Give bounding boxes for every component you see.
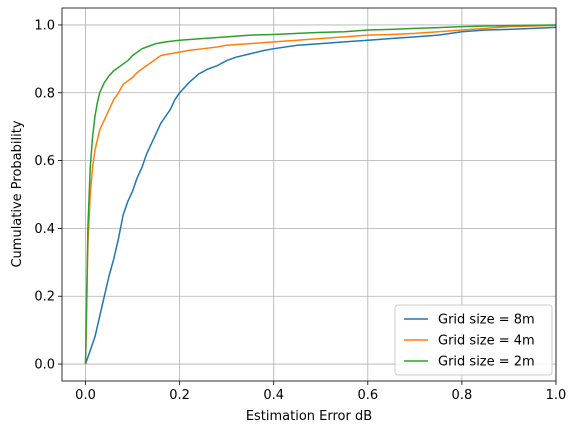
series-layer xyxy=(84,24,557,365)
legend-label: Grid size = 8m xyxy=(438,313,535,328)
y-tick-label: 0.0 xyxy=(34,358,55,373)
series-line-1 xyxy=(84,24,557,365)
x-tick-label: 0.0 xyxy=(75,388,96,403)
y-tick-label: 0.2 xyxy=(34,290,55,305)
x-tick-label: 0.8 xyxy=(452,388,473,403)
x-tick-label: 0.6 xyxy=(357,388,378,403)
legend: Grid size = 8m Grid size = 4m Grid size = … xyxy=(394,304,553,376)
y-tick-label: 0.8 xyxy=(34,86,55,101)
axes-frame xyxy=(61,7,557,382)
y-axis-ticks: 0.0 0.2 0.4 0.6 0.8 1.0 xyxy=(34,18,62,373)
y-tick-label: 0.6 xyxy=(34,154,55,169)
legend-label: Grid size = 2m xyxy=(438,355,535,370)
y-tick-label: 1.0 xyxy=(34,18,55,33)
legend-label: Grid size = 4m xyxy=(438,334,535,349)
x-tick-label: 0.4 xyxy=(263,388,284,403)
x-axis-ticks: 0.0 0.2 0.4 0.6 0.8 1.0 xyxy=(75,381,566,403)
legend-box xyxy=(394,304,553,376)
x-tick-label: 0.2 xyxy=(169,388,190,403)
y-tick-label: 0.4 xyxy=(34,222,55,237)
y-axis-label: Cumulative Probability xyxy=(10,120,25,267)
series-line-2 xyxy=(84,24,557,365)
series-line-0 xyxy=(84,26,557,365)
x-axis-label: Estimation Error dB xyxy=(246,409,372,424)
x-tick-label: 1.0 xyxy=(546,388,567,403)
